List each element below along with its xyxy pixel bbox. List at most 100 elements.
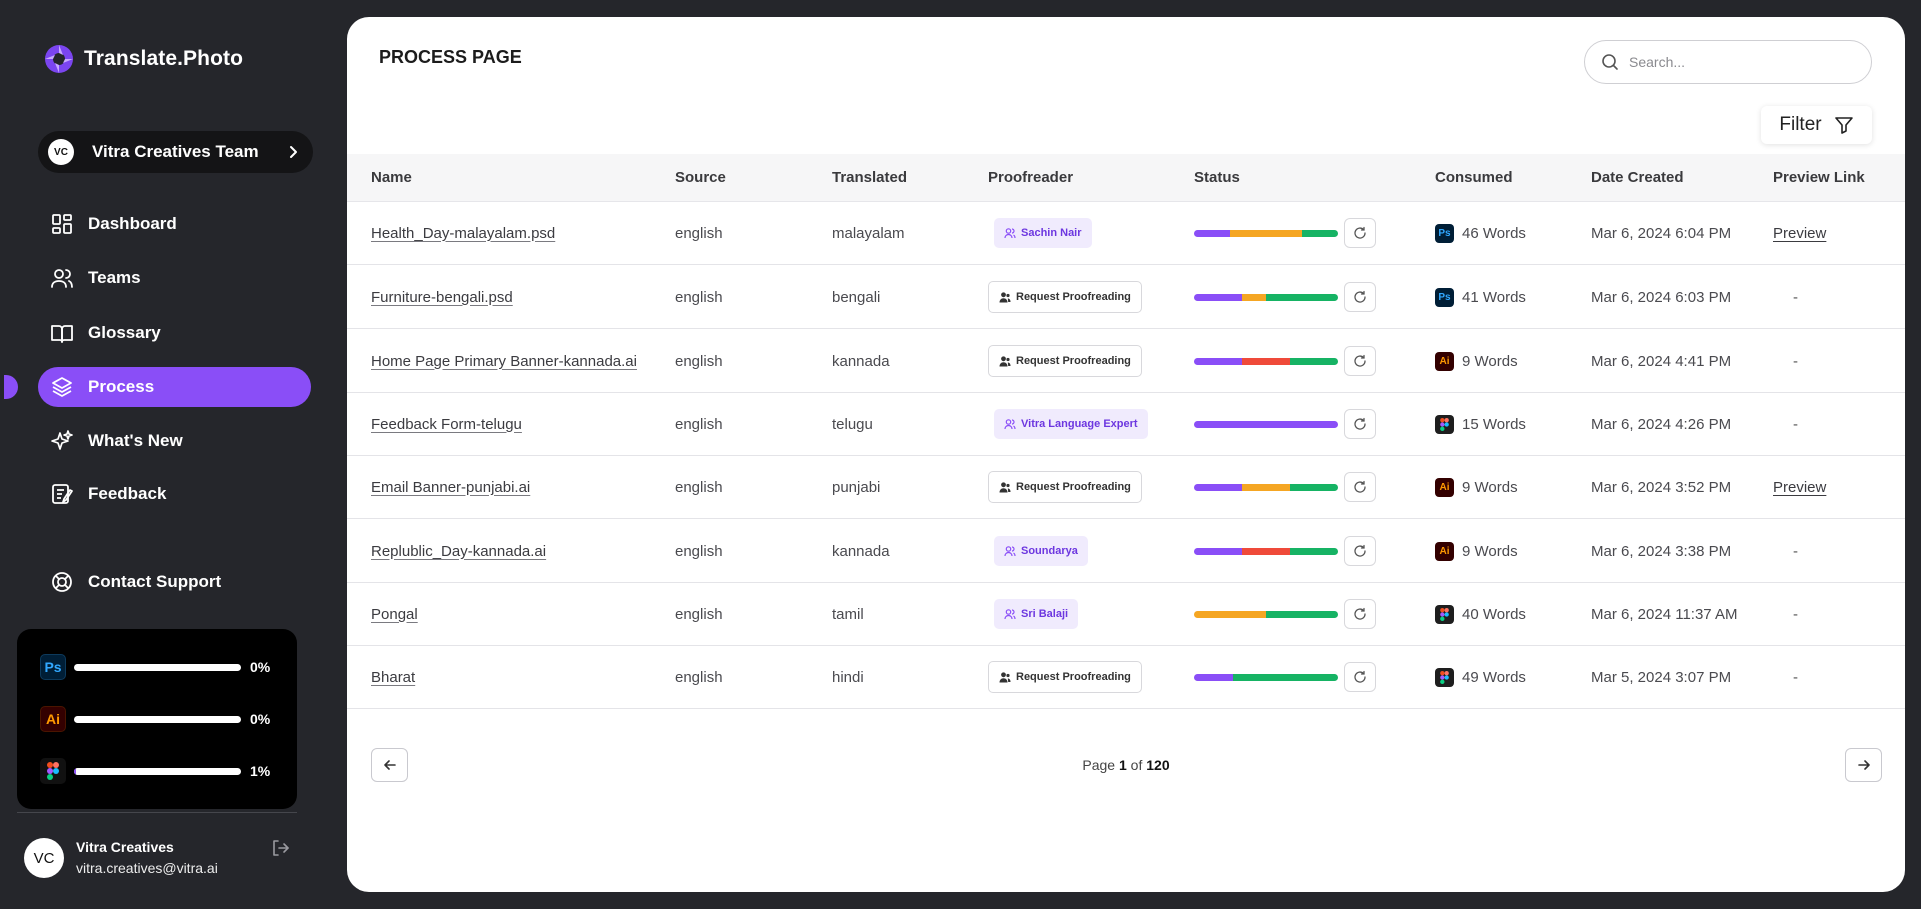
request-proofreading-label: Request Proofreading [1016,671,1131,683]
proofreader-name: Sachin Nair [1021,227,1082,239]
request-proofreading-button[interactable]: Request Proofreading [988,281,1142,313]
request-proofreading-button[interactable]: Request Proofreading [988,661,1142,693]
table-row[interactable]: Replublic_Day-kannada.ai english kannada… [347,519,1905,583]
filter-button[interactable]: Filter [1761,106,1872,144]
user-icon [999,481,1011,493]
total-pages: 120 [1146,757,1170,773]
refresh-button[interactable] [1344,599,1376,629]
file-name-link[interactable]: Pongal [371,605,418,623]
proofreader-chip[interactable]: Sri Balaji [994,599,1079,629]
column-header-date-created[interactable]: Date Created [1591,169,1684,186]
status-segment [1241,483,1291,491]
status-progress-bar [1194,357,1338,365]
file-name-link[interactable]: Replublic_Day-kannada.ai [371,542,547,560]
preview-empty: - [1793,415,1798,433]
nav-item-whats-new[interactable]: What's New [38,421,311,461]
status-segment [1194,610,1266,618]
nav-item-feedback[interactable]: Feedback [38,474,311,514]
refresh-button[interactable] [1344,472,1376,502]
usage-row-figma: 1% [40,758,280,784]
proofreader-chip[interactable]: Sachin Nair [994,218,1092,248]
illustrator-icon: Ai [1435,477,1454,497]
column-header-status[interactable]: Status [1194,169,1240,186]
refresh-button[interactable] [1344,282,1376,312]
proofreader-name: Sri Balaji [1021,608,1069,620]
arrow-left-icon [383,760,396,770]
proofreader-name: Vitra Language Expert [1021,418,1138,430]
previous-page-button[interactable] [371,748,408,782]
source-language: english [675,668,723,686]
column-header-translated[interactable]: Translated [832,169,908,186]
usage-progress-bar [74,767,241,775]
status-segment [1232,673,1338,681]
search-input[interactable] [1629,54,1859,70]
search-box[interactable] [1584,40,1872,84]
refresh-button[interactable] [1344,346,1376,376]
refresh-icon [1353,670,1367,684]
nav-item-process[interactable]: Process [38,367,311,407]
layers-icon [52,377,72,397]
column-header-proofreader[interactable]: Proofreader [988,169,1074,186]
refresh-button[interactable] [1344,662,1376,692]
user-icon [999,355,1011,367]
status-progress-bar [1194,673,1338,681]
table-row[interactable]: Pongal english tamil Sri Balaji 40 Words… [347,582,1905,646]
usage-row-illustrator: Ai 0% [40,706,280,732]
preview-empty: - [1793,542,1798,560]
nav-item-dashboard[interactable]: Dashboard [38,204,311,244]
nav-item-teams[interactable]: Teams [38,258,311,298]
figma-icon [1435,667,1454,687]
table-row[interactable]: Feedback Form-telugu english telugu Vitr… [347,392,1905,456]
preview-link[interactable]: Preview [1773,224,1827,242]
column-header-consumed[interactable]: Consumed [1435,169,1513,186]
nav-item-contact-support[interactable]: Contact Support [38,562,311,602]
status-segment [1241,293,1266,301]
file-name-link[interactable]: Furniture-bengali.psd [371,288,513,306]
status-segment [1290,483,1338,491]
request-proofreading-button[interactable]: Request Proofreading [988,471,1142,503]
next-page-button[interactable] [1845,748,1882,782]
preview-empty: - [1793,352,1798,370]
file-name-link[interactable]: Health_Day-malayalam.psd [371,224,556,242]
brand[interactable]: Translate.Photo [44,44,243,74]
nav-label: Dashboard [88,214,177,233]
table-row[interactable]: Health_Day-malayalam.psd english malayal… [347,201,1905,265]
filter-funnel-icon [1834,117,1853,134]
status-segment [1241,357,1291,365]
column-header-preview-link[interactable]: Preview Link [1773,169,1865,186]
team-switcher[interactable]: VC Vitra Creatives Team [38,131,313,173]
table-row[interactable]: Bharat english hindi Request Proofreadin… [347,645,1905,709]
column-header-name[interactable]: Name [371,169,412,186]
table-row[interactable]: Email Banner-punjabi.ai english punjabi … [347,455,1905,519]
usage-progress-bar [74,663,241,671]
status-segment [1194,293,1242,301]
refresh-button[interactable] [1344,218,1376,248]
preview-link[interactable]: Preview [1773,478,1827,496]
table-row[interactable]: Furniture-bengali.psd english bengali Re… [347,265,1905,329]
file-name-link[interactable]: Bharat [371,668,416,686]
logout-icon[interactable] [270,838,290,858]
nav-item-glossary[interactable]: Glossary [38,313,311,353]
proofreader-chip[interactable]: Vitra Language Expert [994,409,1148,439]
translated-language: bengali [832,288,881,306]
refresh-button[interactable] [1344,536,1376,566]
file-name-link[interactable]: Home Page Primary Banner-kannada.ai [371,352,637,370]
avatar[interactable]: VC [24,838,64,878]
file-name-link[interactable]: Feedback Form-telugu [371,415,522,433]
source-language: english [675,288,723,306]
refresh-button[interactable] [1344,409,1376,439]
status-segment [1194,420,1338,428]
photoshop-icon: Ps [1435,287,1454,307]
page-prefix: Page [1082,757,1116,773]
column-header-source[interactable]: Source [675,169,726,186]
translated-language: punjabi [832,478,881,496]
proofreader-chip[interactable]: Soundarya [994,536,1088,566]
status-segment [1266,610,1338,618]
file-name-link[interactable]: Email Banner-punjabi.ai [371,478,531,496]
source-language: english [675,415,723,433]
request-proofreading-label: Request Proofreading [1016,355,1131,367]
illustrator-icon: Ai [1435,351,1454,371]
request-proofreading-button[interactable]: Request Proofreading [988,345,1142,377]
preview-empty: - [1793,668,1798,686]
table-row[interactable]: Home Page Primary Banner-kannada.ai engl… [347,329,1905,393]
